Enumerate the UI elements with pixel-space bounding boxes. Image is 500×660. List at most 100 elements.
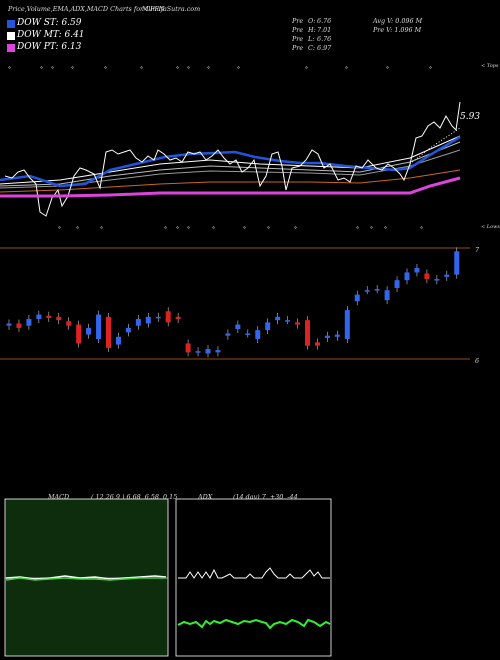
svg-text:°: ° bbox=[386, 66, 389, 73]
ema-white bbox=[0, 135, 461, 185]
lows-tag: < Lows bbox=[481, 224, 500, 230]
svg-text:°: ° bbox=[207, 66, 210, 73]
candle-up bbox=[434, 279, 440, 281]
bottom-markers: ° ° ° ° ° ° ° ° ° ° ° ° ° ° bbox=[58, 226, 423, 233]
candle-up bbox=[344, 310, 350, 340]
stat-close-key: C: bbox=[308, 44, 316, 52]
ema-long-orange bbox=[0, 169, 461, 193]
macd-line bbox=[5, 575, 167, 580]
svg-text:°: ° bbox=[305, 66, 308, 73]
candle-up bbox=[205, 349, 211, 354]
svg-text:°: ° bbox=[104, 66, 107, 73]
candle-up bbox=[275, 316, 281, 321]
candle-down bbox=[295, 322, 301, 325]
candle-down bbox=[16, 323, 22, 328]
top-markers: ° ° ° ° ° ° ° ° ° ° ° ° ° ° bbox=[8, 66, 432, 73]
candle-up bbox=[394, 280, 400, 288]
candle-up bbox=[6, 323, 12, 326]
stat-open-value: 6.76 bbox=[317, 17, 332, 25]
tops-tag: < Tops bbox=[481, 63, 499, 69]
candle-down bbox=[46, 315, 52, 318]
candle-up bbox=[265, 322, 271, 331]
candle-up bbox=[195, 351, 201, 353]
stat-close-label: Pre bbox=[292, 44, 304, 52]
adx-params: (14 day) 7, +30, -44 bbox=[233, 493, 298, 501]
price-line bbox=[4, 101, 461, 217]
svg-text:°: ° bbox=[71, 66, 74, 73]
candle-up bbox=[245, 333, 251, 335]
candle-up bbox=[115, 336, 121, 345]
candle-up bbox=[145, 316, 151, 324]
upper-level-label: 7 bbox=[475, 246, 480, 254]
adx-plus-di-line bbox=[178, 567, 330, 579]
candle-down bbox=[56, 316, 62, 321]
candle-up bbox=[384, 290, 390, 301]
adx-label: ADX bbox=[198, 493, 213, 501]
candle-down bbox=[76, 324, 82, 344]
last-price-label: 5.93 bbox=[460, 112, 481, 122]
candle-up bbox=[86, 327, 92, 335]
svg-text:°: ° bbox=[384, 226, 387, 233]
candle-up bbox=[255, 330, 261, 340]
svg-text:°: ° bbox=[212, 226, 215, 233]
pre-volume: Pre V: 1.096 M bbox=[373, 26, 422, 34]
legend-swatch-pt bbox=[7, 44, 15, 52]
svg-text:°: ° bbox=[176, 66, 179, 73]
candle-down bbox=[106, 316, 111, 348]
svg-text:°: ° bbox=[345, 66, 348, 73]
candle-up bbox=[235, 324, 241, 330]
candle-up bbox=[334, 334, 340, 337]
macd-signal-line bbox=[5, 577, 166, 581]
candle-down bbox=[175, 316, 181, 320]
chart-title: Price,Volume,EMA,ADX,MACD Charts for CFF… bbox=[8, 5, 165, 13]
ema-lines bbox=[0, 101, 461, 217]
svg-text:°: ° bbox=[243, 226, 246, 233]
candle-up bbox=[215, 350, 221, 353]
stat-high-key: H: bbox=[308, 26, 316, 34]
legend-swatch-mt bbox=[7, 32, 15, 40]
ema-magenta bbox=[0, 176, 461, 198]
candle-up bbox=[324, 335, 330, 338]
svg-text:°: ° bbox=[187, 66, 190, 73]
site-name: MunafaSutra.com bbox=[142, 5, 201, 13]
stat-high-label: Pre bbox=[292, 26, 304, 34]
svg-text:°: ° bbox=[176, 226, 179, 233]
candle-down bbox=[66, 321, 72, 326]
lower-level-label: 6 bbox=[475, 357, 480, 365]
svg-text:°: ° bbox=[370, 226, 373, 233]
svg-text:°: ° bbox=[237, 66, 240, 73]
candle-up bbox=[155, 316, 161, 319]
svg-text:°: ° bbox=[58, 226, 61, 233]
candles bbox=[6, 247, 460, 358]
svg-text:°: ° bbox=[294, 226, 297, 233]
stat-low-value: 6.76 bbox=[317, 35, 332, 43]
macd-label: MACD bbox=[48, 493, 70, 501]
stat-open-label: Pre bbox=[292, 17, 304, 25]
candle-down bbox=[424, 273, 430, 280]
candle-down bbox=[185, 343, 191, 353]
svg-text:°: ° bbox=[76, 226, 79, 233]
svg-text:°: ° bbox=[356, 226, 359, 233]
candle-up bbox=[285, 320, 291, 322]
candle-up bbox=[225, 333, 231, 336]
ema-blue bbox=[0, 135, 461, 188]
avg-volume: Avg V: 0.096 M bbox=[373, 17, 423, 25]
macd-params: ( 12,26,9 ) 6.68, 6.58, 0.15 bbox=[91, 493, 178, 501]
candle-up bbox=[135, 319, 141, 326]
svg-text:°: ° bbox=[420, 226, 423, 233]
stat-low-key: L: bbox=[308, 35, 315, 43]
svg-text:°: ° bbox=[100, 226, 103, 233]
svg-text:°: ° bbox=[40, 66, 43, 73]
svg-text:°: ° bbox=[140, 66, 143, 73]
candle-up bbox=[96, 314, 102, 340]
stat-low-label: Pre bbox=[292, 35, 304, 43]
candle-up bbox=[454, 251, 460, 275]
legend-swatch-st bbox=[7, 20, 15, 28]
legend-dow-pt: DOW PT: 6.13 bbox=[17, 42, 82, 52]
adx-minus-di-line bbox=[177, 618, 331, 630]
svg-text:°: ° bbox=[267, 226, 270, 233]
candle-up bbox=[364, 290, 370, 292]
candle-down bbox=[165, 311, 171, 323]
